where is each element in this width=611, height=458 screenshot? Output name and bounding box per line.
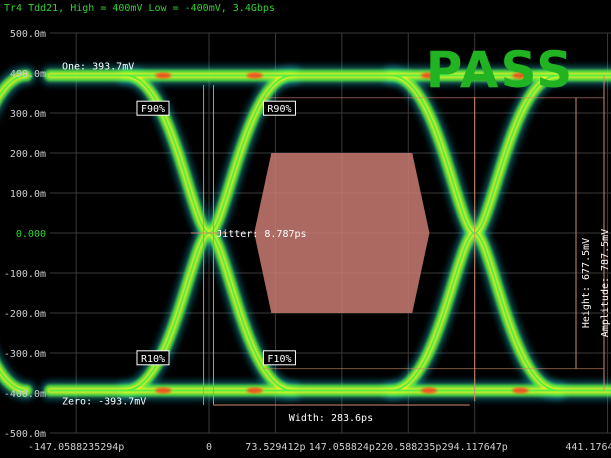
y-tick-label: -500.0m [4,429,46,440]
eye-mask-layer [254,153,430,313]
x-tick-label: 441.1764705882 [565,442,611,453]
height-label: Height: 677.5mV [581,238,592,328]
density-hotspot [420,72,437,79]
jitter-label: Jitter: 8.787ps [216,229,306,240]
density-hotspot [246,72,263,79]
chart-header: Tr4 Tdd21, High = 400mV Low = -400mV, 3.… [4,3,275,14]
y-tick-label: -100.0m [4,269,46,280]
y-tick-label: -300.0m [4,349,46,360]
x-tick-label: 73.529412p [245,442,305,453]
y-tick-label: -400.0m [4,389,46,400]
density-hotspot [512,72,529,79]
x-tick-label: 220.588235p [375,442,441,453]
y-tick-label: 0.000 [16,229,46,240]
x-tick-label: 147.058824p [309,442,375,453]
y-tick-label: 300.0m [10,109,46,120]
y-tick-label: 200.0m [10,149,46,160]
pass-verdict: PASS [426,41,575,99]
y-tick-label: 400.0m [10,69,46,80]
labels: 500.0m 400.0m 300.0m 200.0m 100.0m 0.000 -100.… [4,3,611,453]
r10-label-box [136,350,170,366]
f90-label-box [136,100,170,116]
y-tick-label: 100.0m [10,189,46,200]
x-tick-label: 294.117647p [442,442,508,453]
f90-label: F90% [141,104,165,115]
density-hotspot [420,387,437,394]
x-tick-label: 0 [206,442,212,453]
density-hotspot [512,387,529,394]
amplitude-label: Amplitude: 787.5mV [600,229,611,337]
x-tick-label: -147.0588235294p [28,442,124,453]
zero-level-label: Zero: -393.7mV [62,396,146,407]
r90-label-box [262,100,296,116]
density-hotspot [155,72,172,79]
mask-hexagon [254,153,430,313]
y-tick-label: -200.0m [4,309,46,320]
r10-label: R10% [141,354,165,365]
density-hotspot [155,387,172,394]
f10-label: F10% [267,354,291,365]
density-hotspot [246,387,263,394]
measurement-markers [190,75,605,406]
y-tick-label: 500.0m [10,29,46,40]
one-level-label: One: 393.7mV [62,62,134,73]
f10-label-box [262,350,296,366]
r90-label: R90% [267,104,291,115]
width-label: Width: 283.6ps [289,413,373,424]
